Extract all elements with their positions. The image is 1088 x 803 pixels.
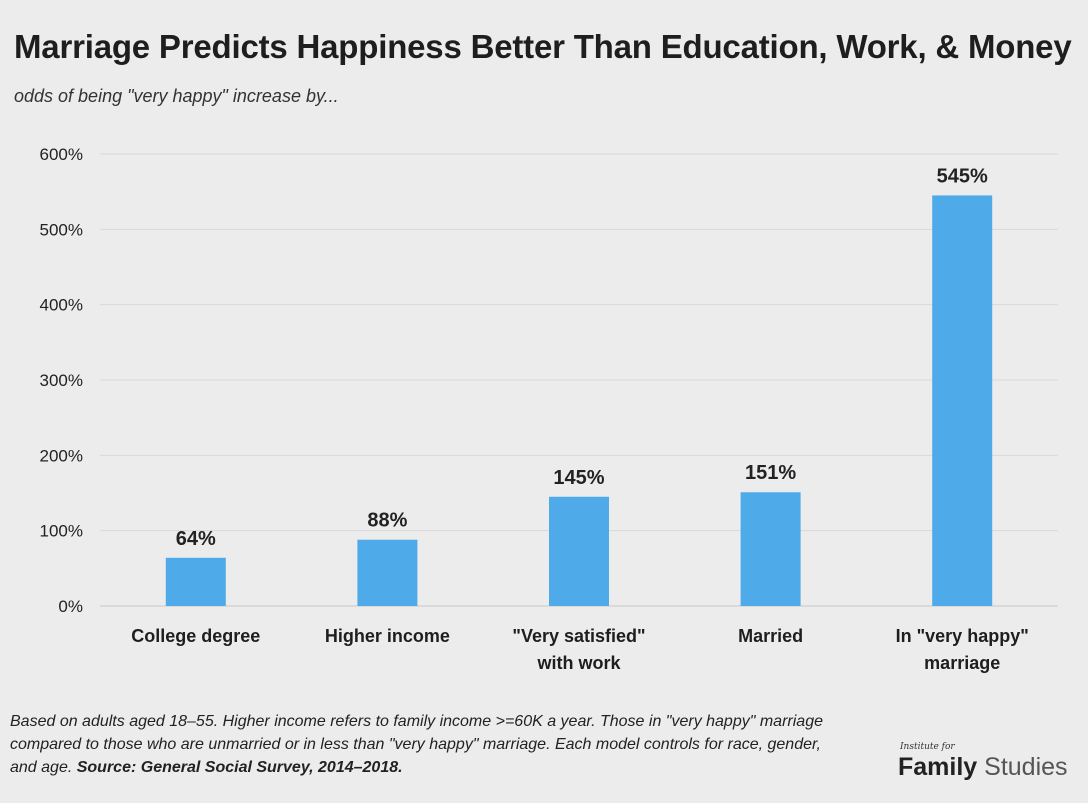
y-tick-label: 100% [40, 522, 83, 541]
y-tick-label: 600% [40, 145, 83, 164]
bar [932, 195, 993, 606]
logo-main-text: Family Studies [898, 752, 1073, 782]
data-label: 64% [176, 528, 216, 550]
x-tick-label: In "very happy" [896, 626, 1029, 646]
data-label: 88% [367, 510, 407, 532]
y-tick-label: 0% [58, 597, 83, 616]
footnote: Based on adults aged 18–55. Higher incom… [10, 710, 840, 779]
x-tick-label: Higher income [325, 626, 450, 646]
chart-subtitle: odds of being "very happy" increase by..… [14, 86, 339, 106]
y-tick-label: 200% [40, 446, 83, 465]
bar [549, 496, 609, 606]
logo-light-word: Studies [984, 753, 1068, 781]
bar [165, 557, 226, 606]
bar-chart: 0% 100% 200% 300% 400% 500% 600% 64% College deg… [40, 145, 1058, 673]
y-tick-label: 400% [40, 296, 83, 315]
x-tick-label: College degree [131, 626, 260, 646]
data-label: 145% [553, 467, 604, 489]
bar [740, 492, 801, 606]
footnote-text: Based on adults aged 18–55. Higher incom… [10, 713, 823, 776]
chart-title: Marriage Predicts Happiness Better Than … [14, 28, 1072, 65]
y-tick-label: 500% [40, 220, 83, 239]
logo-bold-word: Family [898, 753, 978, 781]
footnote-source: Source: General Social Survey, 2014–2018… [76, 759, 403, 776]
data-label: 151% [745, 462, 796, 484]
logo: Institute for Family Studies [898, 742, 1073, 782]
x-tick-label: Married [738, 626, 803, 646]
x-tick-label: "Very satisfied" [512, 626, 645, 646]
data-label: 545% [937, 165, 988, 187]
x-tick-label: with work [536, 653, 621, 673]
x-tick-label: marriage [924, 653, 1000, 673]
logo-small-text: Institute for [900, 742, 955, 752]
y-tick-label: 300% [40, 371, 83, 390]
bar [357, 539, 418, 606]
